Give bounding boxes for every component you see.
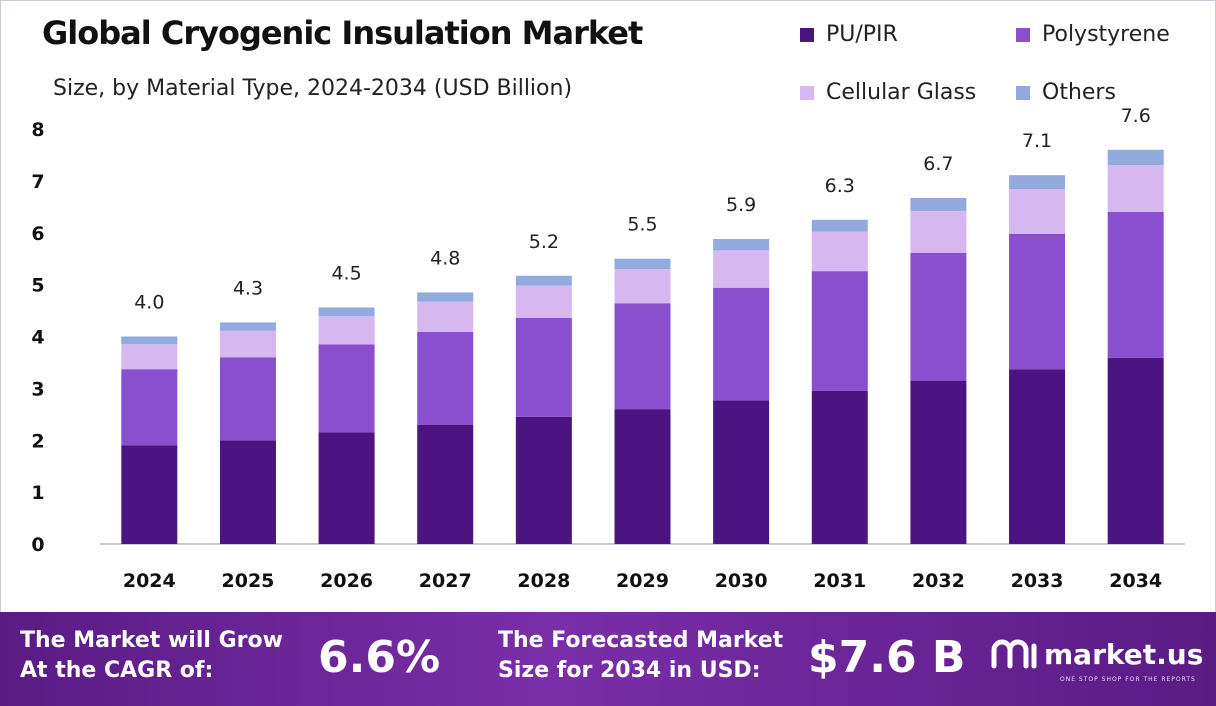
legend-item-cellular-glass: Cellular Glass — [800, 80, 976, 105]
y-tick-label: 4 — [31, 327, 44, 349]
stacked-bar-chart: 0 1 2 3 4 5 6 7 8 4.0 2024 4.3 2025 4.5 2026 4.8 2027 5.2… — [31, 105, 1185, 592]
brand-logo: market.us — [988, 636, 1203, 672]
bar-segment-pu-pir-2024 — [121, 445, 178, 544]
brand-tagline: ONE STOP SHOP FOR THE REPORTS — [1060, 676, 1196, 683]
legend-item-others: Others — [1016, 80, 1116, 105]
total-label-2027: 4.8 — [430, 247, 460, 269]
legend-swatch-pu-pir — [800, 27, 814, 42]
total-label-2034: 7.6 — [1121, 105, 1151, 127]
total-label-2031: 6.3 — [825, 175, 855, 197]
bar-segment-pu-pir-2034 — [1107, 357, 1164, 544]
legend-swatch-polystyrene — [1016, 27, 1030, 42]
bar-segment-pu-pir-2025 — [219, 440, 276, 544]
x-tick-label-2033: 2033 — [1011, 570, 1064, 592]
bar-segment-cellular-glass-2031 — [811, 231, 868, 272]
y-tick-label: 5 — [31, 275, 44, 297]
bar-segment-pu-pir-2031 — [811, 390, 868, 544]
x-tick-label-2028: 2028 — [517, 570, 570, 592]
bar-segment-cellular-glass-2027 — [417, 301, 474, 332]
bar-segment-polystyrene-2029 — [614, 303, 671, 410]
bar-segment-others-2031 — [811, 219, 868, 232]
bar-segment-pu-pir-2028 — [515, 416, 572, 544]
total-label-2030: 5.9 — [726, 194, 756, 216]
bar-segment-polystyrene-2032 — [910, 252, 967, 381]
bar-segment-others-2030 — [713, 238, 770, 251]
total-label-2025: 4.3 — [233, 277, 263, 299]
summary-banner: The Market will Grow At the CAGR of: 6.6… — [0, 612, 1216, 706]
bar-segment-others-2025 — [219, 322, 276, 331]
y-tick-label: 6 — [31, 223, 44, 245]
bar-segment-pu-pir-2029 — [614, 409, 671, 544]
bar-segment-others-2032 — [910, 197, 967, 211]
bar-segment-cellular-glass-2029 — [614, 269, 671, 304]
cagr-value: 6.6% — [318, 632, 441, 683]
y-tick-label: 7 — [31, 171, 44, 193]
bar-segment-cellular-glass-2026 — [318, 316, 375, 345]
bar-segment-cellular-glass-2034 — [1107, 165, 1164, 212]
bar-segment-pu-pir-2027 — [417, 424, 474, 544]
bar-segment-polystyrene-2030 — [713, 287, 770, 401]
bar-segment-pu-pir-2030 — [713, 400, 770, 544]
x-tick-label-2034: 2034 — [1109, 570, 1162, 592]
market-us-logo-icon — [991, 639, 1037, 669]
bar-segment-polystyrene-2034 — [1107, 212, 1164, 358]
bar-segment-cellular-glass-2024 — [121, 344, 178, 370]
bar-segment-cellular-glass-2033 — [1009, 189, 1066, 234]
bar-segment-pu-pir-2032 — [910, 380, 967, 544]
total-label-2028: 5.2 — [529, 231, 559, 253]
bar-segment-cellular-glass-2025 — [219, 330, 276, 358]
total-label-2026: 4.5 — [331, 262, 361, 284]
x-tick-label-2027: 2027 — [419, 570, 472, 592]
x-tick-label-2032: 2032 — [912, 570, 965, 592]
bar-segment-others-2027 — [417, 292, 474, 302]
legend-swatch-cellular-glass — [800, 85, 814, 100]
x-tick-label-2029: 2029 — [616, 570, 669, 592]
chart-title: Global Cryogenic Insulation Market — [42, 14, 643, 52]
total-label-2029: 5.5 — [627, 214, 657, 236]
legend-label-cellular-glass: Cellular Glass — [826, 80, 977, 105]
cagr-label: The Market will Grow At the CAGR of: — [20, 628, 283, 683]
x-tick-label-2025: 2025 — [222, 570, 275, 592]
bar-segment-polystyrene-2026 — [318, 344, 375, 433]
bar-segment-pu-pir-2026 — [318, 432, 375, 544]
total-label-2033: 7.1 — [1022, 130, 1052, 152]
bar-segment-cellular-glass-2030 — [713, 250, 770, 288]
legend-label-pu-pir: PU/PIR — [826, 22, 898, 47]
total-label-2024: 4.0 — [134, 292, 164, 314]
legend-item-pu-pir: PU/PIR — [800, 22, 898, 47]
bar-segment-others-2033 — [1009, 175, 1066, 190]
bar-segment-others-2024 — [121, 336, 178, 345]
brand-name: market.us — [1044, 637, 1204, 671]
y-tick-label: 8 — [31, 119, 44, 141]
forecast-label: The Forecasted Market Size for 2034 in U… — [498, 628, 784, 683]
bar-segment-polystyrene-2027 — [417, 331, 474, 425]
x-tick-label-2026: 2026 — [320, 570, 373, 592]
y-tick-label: 3 — [31, 378, 44, 400]
bar-segment-pu-pir-2033 — [1009, 369, 1066, 544]
bar-segment-cellular-glass-2028 — [515, 285, 572, 318]
chart-subtitle: Size, by Material Type, 2024-2034 (USD B… — [53, 76, 573, 101]
x-tick-label-2030: 2030 — [715, 570, 768, 592]
legend-label-others: Others — [1042, 80, 1116, 105]
bar-segment-polystyrene-2024 — [121, 369, 178, 446]
forecast-value: $7.6 B — [808, 632, 966, 683]
bar-segment-polystyrene-2033 — [1009, 233, 1066, 370]
total-label-2032: 6.7 — [923, 153, 953, 175]
bar-segment-polystyrene-2028 — [515, 317, 572, 417]
x-tick-label-2024: 2024 — [123, 570, 176, 592]
bar-segment-polystyrene-2025 — [219, 357, 276, 441]
bar-segment-cellular-glass-2032 — [910, 210, 967, 253]
legend-swatch-others — [1016, 85, 1030, 100]
x-tick-label-2031: 2031 — [813, 570, 866, 592]
y-tick-label: 2 — [31, 430, 44, 452]
bar-segment-others-2026 — [318, 307, 375, 317]
legend-label-polystyrene: Polystyrene — [1042, 22, 1170, 47]
bar-segment-others-2034 — [1107, 149, 1164, 166]
legend-item-polystyrene: Polystyrene — [1016, 22, 1170, 47]
bar-segment-others-2029 — [614, 258, 671, 270]
y-tick-label: 1 — [31, 482, 44, 504]
bar-segment-others-2028 — [515, 275, 572, 286]
y-tick-label: 0 — [31, 534, 44, 556]
bar-segment-polystyrene-2031 — [811, 271, 868, 391]
